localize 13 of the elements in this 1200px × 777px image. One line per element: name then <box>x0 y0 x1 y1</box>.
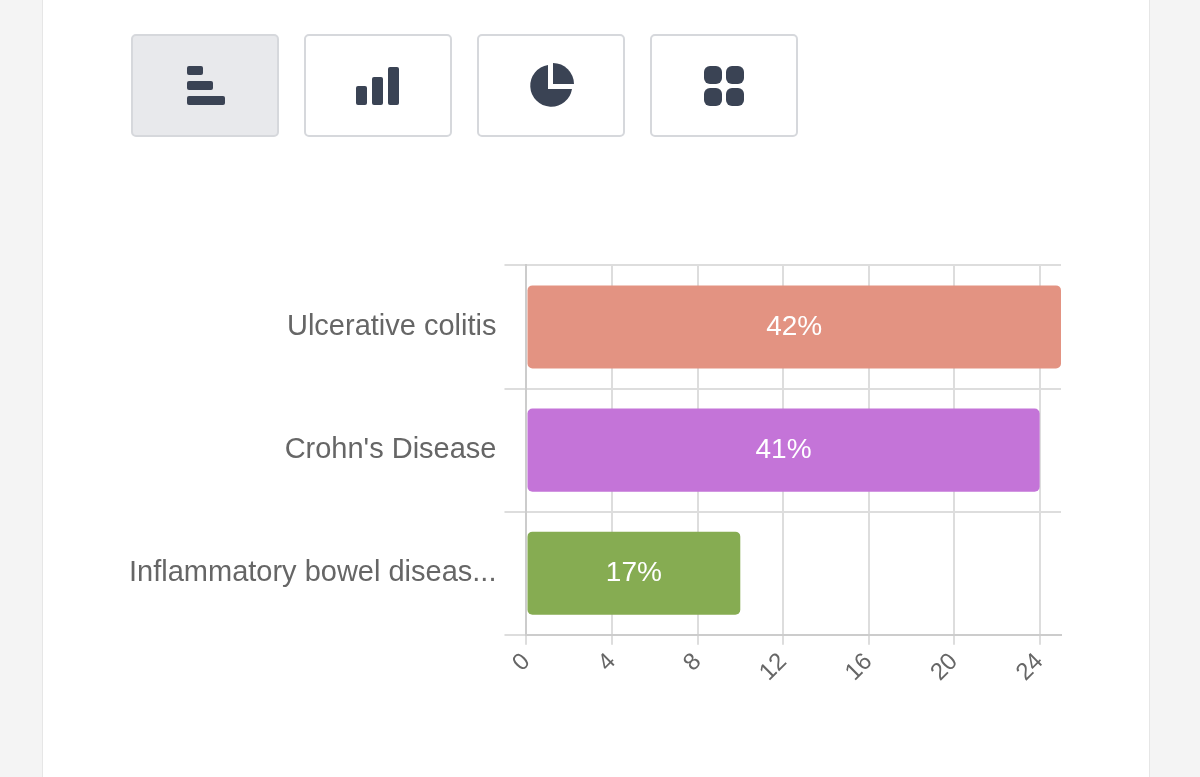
annotation: 41% <box>755 432 812 464</box>
x-tick-label: 12 <box>753 647 792 686</box>
x-tick-label: 24 <box>1009 647 1048 686</box>
y-tick-label: Crohn's Disease <box>284 432 497 465</box>
x-tick-label: 0 <box>506 647 535 676</box>
y-tick-label: Ulcerative colitis <box>286 308 497 341</box>
x-tick-label: 20 <box>924 647 963 686</box>
x-tick-label: 8 <box>677 647 706 676</box>
y-tick-label: Inflammatory bowel diseas... <box>129 555 497 588</box>
annotation: 42% <box>766 309 823 341</box>
annotation: 17% <box>605 555 662 587</box>
x-tick-label: 16 <box>838 647 877 686</box>
x-tick-label: 4 <box>591 647 621 676</box>
